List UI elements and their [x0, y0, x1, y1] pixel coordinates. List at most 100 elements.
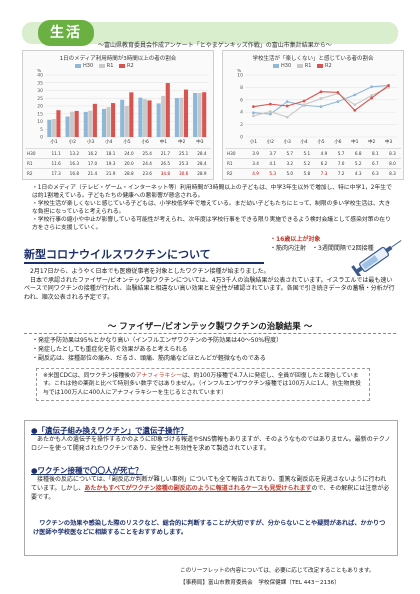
- vaccine-title: 新型コロナウイルスワクチンについて: [24, 248, 211, 261]
- table-cell: 16.8: [65, 168, 84, 178]
- note-text: ※米国CDCは、同ワクチン接種後の: [43, 373, 136, 379]
- data-point: [353, 93, 357, 97]
- note-item: ・学校行事の縮小や中止が影響している可能性が考えられ、次年度は学校行事をできる限…: [32, 217, 391, 231]
- point-target: ・16歳以上が対象: [270, 236, 321, 243]
- x-tick-label: 中1: [351, 138, 358, 145]
- x-tick-label: 小1: [250, 138, 257, 145]
- legend-label: H30: [281, 63, 292, 69]
- data-table: H30 3.9 3.7 5.7 5.1 4.9 5.7 6.8 8.1 8.3 R1 3.4 4.1 3.…: [225, 148, 401, 178]
- chart-title: 1日のメディア利用時間が3時間以上の者の割合: [59, 56, 177, 62]
- y-tick-label: 5: [40, 127, 43, 133]
- legend-label: R1: [106, 63, 114, 69]
- bar: [51, 119, 56, 137]
- table-cell: 5.2: [298, 158, 316, 169]
- table-cell: 34.8: [156, 168, 175, 178]
- table-cell: 4.3: [349, 168, 367, 178]
- y-tick-label: 15: [37, 111, 43, 117]
- data-point: [302, 99, 306, 103]
- table-cell: 4.1: [264, 158, 282, 169]
- table-cell: 8.0: [383, 158, 401, 169]
- bar: [174, 98, 179, 137]
- table-cell: 24.4: [138, 158, 157, 169]
- table-cell: 3.7: [264, 148, 282, 159]
- row-header: H30: [25, 148, 47, 159]
- note-item: ・1日のメディア（テレビ・ゲーム・インターネット等）利用時間が3時間以上の子ども…: [32, 185, 392, 199]
- table-cell: 6.3: [366, 168, 384, 178]
- row-header: R1: [225, 158, 247, 169]
- data-table: H30 11.1 13.2 16.2 18.1 24.0 25.4 21.7 25.1 28.4 R…: [25, 148, 211, 178]
- bar: [83, 111, 88, 137]
- table-cell: 28.4: [192, 148, 211, 159]
- x-tick-label: 小3: [87, 138, 94, 145]
- x-tick-label: 小6: [334, 138, 341, 145]
- table-cell: 28.8: [119, 168, 139, 178]
- chart-legend: H30 R1 R2: [71, 63, 134, 69]
- x-tick-label: 中3: [196, 138, 203, 145]
- table-cell: 21.4: [83, 168, 102, 178]
- x-tick-label: 中2: [368, 138, 375, 145]
- x-tick-label: 小2: [267, 138, 274, 145]
- data-point: [353, 103, 357, 107]
- table-cell: 6.2: [315, 158, 333, 169]
- data-point: [285, 115, 289, 119]
- y-tick-label: 10: [237, 73, 243, 79]
- row-header: R1: [25, 158, 47, 169]
- data-point: [370, 85, 374, 89]
- question-2: ●ワクチン接種で〇〇人が死亡？: [31, 465, 143, 476]
- table-cell: 21.9: [101, 168, 120, 178]
- section-badge: 生活: [38, 20, 94, 46]
- y-axis-label: %: [237, 69, 242, 74]
- chart-school-life: 学校生活が「楽しくない」と感じている者の割合 H30 R1 R2 0 2 4 6 8 10…: [222, 50, 404, 180]
- data-point: [252, 111, 255, 115]
- y-tick-label: 30: [37, 88, 43, 94]
- bar: [197, 92, 202, 137]
- footer-contact: 【事務局】富山市教育委員会 学校保健課（TEL 443－2136）: [180, 580, 340, 586]
- table-cell: 16.2: [83, 148, 102, 159]
- table-cell: 23.6: [138, 168, 157, 178]
- table-cell: 18.1: [101, 148, 120, 159]
- intro-paragraph: 2月17日から、ようやく日本でも医療従事者を対象としたワクチン接種が始まりました…: [30, 268, 270, 275]
- question-text: ●「遺伝子組み換えワクチン」で遺伝子操作？: [31, 426, 188, 435]
- data-point: [268, 110, 272, 113]
- bar: [202, 92, 207, 137]
- x-tick-label: 中2: [178, 138, 185, 145]
- bar: [101, 108, 107, 137]
- bar: [193, 92, 198, 137]
- bar: [165, 83, 170, 137]
- bar: [156, 103, 161, 137]
- syringe-icon: [351, 240, 402, 276]
- table-cell: 13.2: [65, 148, 84, 159]
- data-point: [252, 105, 255, 109]
- y-tick-label: 20: [37, 104, 43, 110]
- table-cell: 8.3: [383, 148, 401, 159]
- row-header: R2: [225, 168, 247, 178]
- table-cell: 17.0: [83, 158, 102, 169]
- table-cell: 30.6: [174, 168, 193, 178]
- table-row: H30 11.1 13.2 16.2 18.1 24.0 25.4 21.7 25.1 28.4: [25, 148, 211, 159]
- bar: [111, 103, 116, 137]
- answer-text: 接種後の反応については、「副反応か判断が難しい事例」についても全て報告されており…: [31, 476, 387, 492]
- table-cell: 20.0: [119, 158, 139, 169]
- data-point: [319, 90, 323, 94]
- x-tick-label: 小5: [123, 138, 130, 145]
- x-tick-label: 小4: [105, 138, 112, 145]
- y-axis-label: %: [37, 69, 42, 74]
- x-tick-label: 中3: [385, 138, 392, 145]
- table-row: R1 11.6 16.3 17.0 19.3 20.0 24.4 26.5 25.3 28.4: [25, 158, 211, 169]
- bar: [92, 103, 97, 137]
- data-point: [353, 108, 357, 112]
- row-header: H30: [225, 148, 247, 159]
- table-cell: 28.9: [192, 168, 211, 178]
- table-row: R2 4.9 5.3 5.0 5.8 7.3 7.2 4.3 6.3 8.3: [225, 168, 401, 178]
- bar: [142, 99, 148, 137]
- data-point: [370, 96, 374, 100]
- bar: [74, 110, 79, 137]
- table-row: H30 3.9 3.7 5.7 5.1 4.9 5.7 6.8 8.1 8.3: [225, 148, 401, 159]
- table-cell: 17.3: [47, 168, 66, 178]
- data-point: [319, 97, 323, 100]
- answer-1: あたかも人の遺伝子を操作するかのように印象づける報道やSNS情報もありますが、そ…: [31, 436, 391, 454]
- bar: [138, 97, 143, 137]
- table-cell: 6.7: [366, 158, 384, 169]
- x-tick-label: 小5: [317, 138, 324, 145]
